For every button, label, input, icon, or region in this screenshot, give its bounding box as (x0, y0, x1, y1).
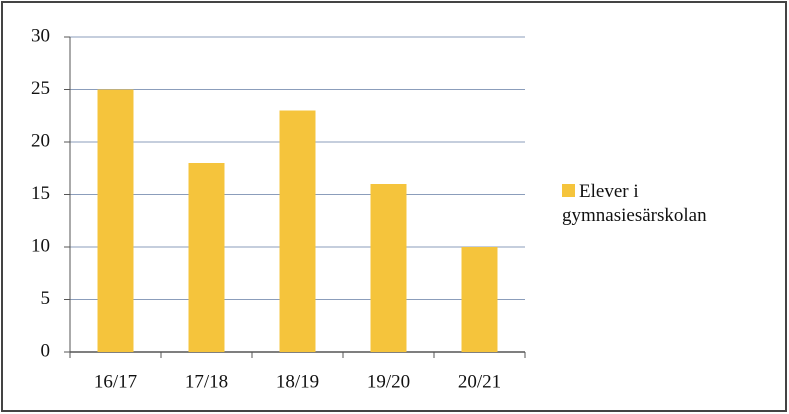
y-tick-label: 25 (31, 78, 50, 99)
y-tick-label: 0 (41, 340, 51, 361)
y-tick-label: 5 (41, 288, 51, 309)
y-tick-label: 30 (31, 25, 50, 46)
y-tick-label: 15 (31, 183, 50, 204)
legend: Elever i gymnasiesärskolan (562, 180, 772, 228)
x-tick-label: 18/19 (276, 371, 319, 392)
x-tick-label: 20/21 (458, 371, 501, 392)
bar (279, 110, 316, 352)
x-tick-label: 17/18 (185, 371, 228, 392)
legend-swatch (562, 184, 575, 197)
bar (97, 89, 134, 352)
y-tick-label: 20 (31, 130, 50, 151)
legend-label: Elever i gymnasiesärskolan (562, 181, 707, 226)
x-tick-label: 19/20 (367, 371, 410, 392)
x-tick-label: 16/17 (94, 371, 137, 392)
y-tick-label: 10 (31, 235, 50, 256)
bar (370, 184, 407, 352)
bar (461, 247, 498, 352)
bar (188, 163, 225, 352)
